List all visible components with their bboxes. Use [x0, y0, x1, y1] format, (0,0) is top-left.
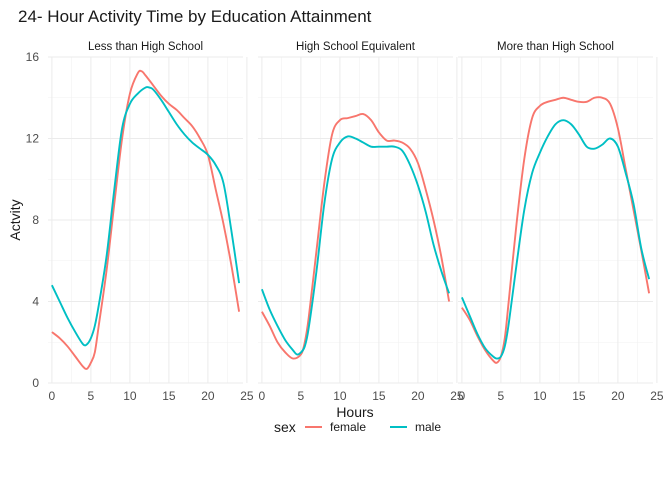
- x-tick-label: 15: [372, 389, 386, 403]
- facet-label: More than High School: [497, 41, 614, 53]
- chart-title: 24- Hour Activity Time by Education Atta…: [18, 7, 372, 26]
- y-tick-label: 4: [32, 295, 39, 309]
- x-tick-label: 20: [201, 389, 215, 403]
- x-tick-label: 10: [123, 389, 137, 403]
- y-axis-label: Actvity: [7, 199, 23, 240]
- series-line-male: [51, 86, 241, 347]
- x-tick-label: 0: [49, 389, 56, 403]
- x-tick-label: 25: [650, 389, 664, 403]
- x-tick-label: 15: [572, 389, 586, 403]
- x-tick-label: 10: [333, 389, 347, 403]
- x-tick-label: 15: [162, 389, 176, 403]
- x-tick-label: 20: [411, 389, 425, 403]
- legend-label-female: female: [330, 420, 366, 434]
- legend-title: sex: [274, 419, 296, 435]
- legend-label-male: male: [415, 420, 441, 434]
- x-tick-label: 5: [88, 389, 95, 403]
- series-line-female: [261, 112, 451, 360]
- x-tick-label: 20: [611, 389, 625, 403]
- x-tick-label: 5: [498, 389, 505, 403]
- y-tick-label: 12: [26, 132, 40, 146]
- y-tick-label: 16: [26, 50, 40, 64]
- x-tick-label: 25: [240, 389, 254, 403]
- x-tick-label: 10: [533, 389, 547, 403]
- x-tick-label: 0: [459, 389, 466, 403]
- y-tick-label: 8: [32, 213, 39, 227]
- series-line-male: [261, 135, 450, 356]
- series-line-male: [461, 119, 651, 360]
- x-tick-label: 5: [298, 389, 305, 403]
- facet-label: High School Equivalent: [296, 41, 416, 53]
- y-tick-label: 0: [32, 376, 39, 390]
- x-tick-label: 0: [259, 389, 266, 403]
- series-line-female: [51, 69, 241, 370]
- series-line-female: [461, 96, 651, 364]
- x-axis-label: Hours: [336, 404, 373, 420]
- x-tick-label: 25: [450, 389, 464, 403]
- facet-label: Less than High School: [88, 41, 203, 53]
